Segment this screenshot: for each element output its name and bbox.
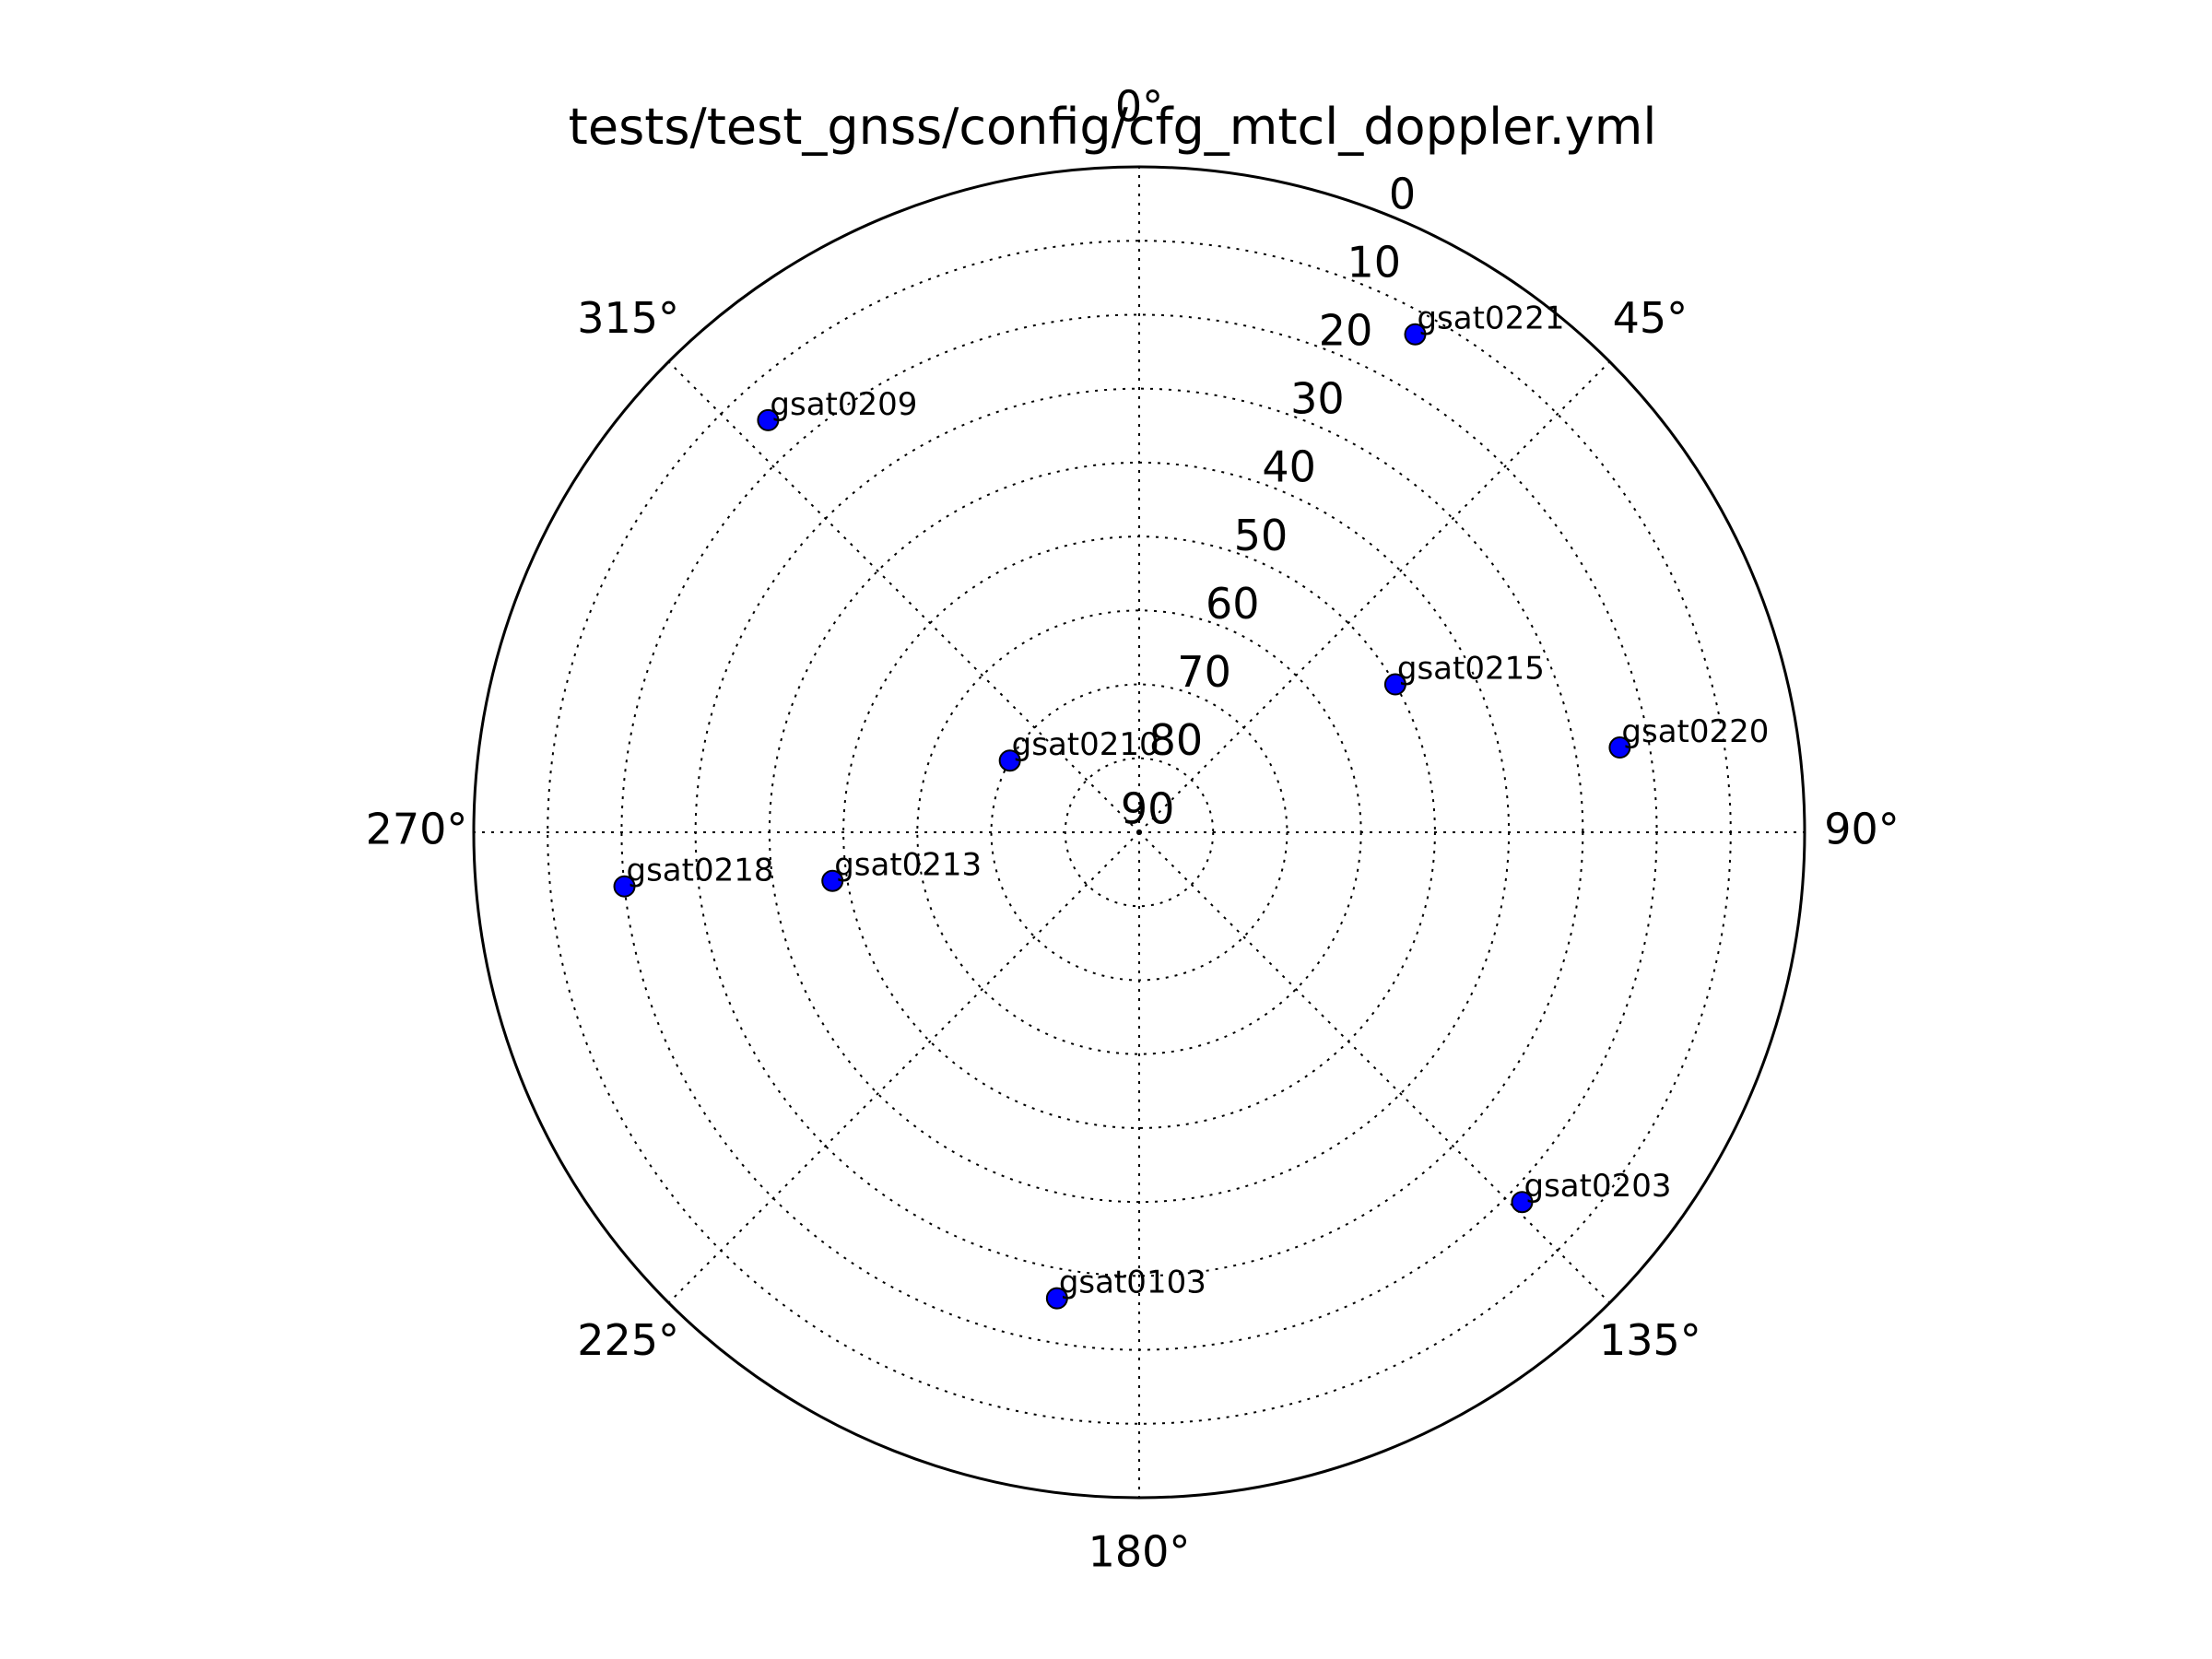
angle-tick-label-225: 225° (577, 1315, 679, 1365)
angle-tick-label-45: 45° (1613, 293, 1688, 343)
grid-spoke-45 (1138, 360, 1611, 833)
point-label-gsat0209: gsat0209 (770, 386, 917, 423)
angle-labels: 0° 45° 90° 135° 180° 225° 270° 315° (366, 82, 1900, 1577)
point-label-gsat0218: gsat0218 (627, 853, 774, 889)
radial-tick-label-30: 30 (1290, 374, 1345, 424)
radial-tick-label-60: 60 (1206, 579, 1260, 629)
grid-spoke-225 (667, 831, 1140, 1304)
angle-tick-label-270: 270° (366, 805, 468, 854)
point-label-gsat0221: gsat0221 (1417, 300, 1564, 337)
point-gsat0220 (1608, 736, 1631, 759)
point-label-gsat0213: gsat0213 (834, 847, 982, 884)
point-label-gsat0203: gsat0203 (1524, 1168, 1671, 1205)
point-gsat0209 (757, 408, 780, 431)
point-gsat0203 (1511, 1191, 1534, 1214)
points-layer: gsat0221 gsat0209 gsat0215 gsat0220 gsat0210… (613, 300, 1769, 1310)
point-gsat0213 (821, 869, 844, 892)
radial-tick-label-70: 70 (1177, 647, 1231, 697)
angle-tick-label-315: 315° (577, 293, 679, 343)
angle-tick-label-180: 180° (1088, 1527, 1191, 1577)
radial-tick-label-90: 90 (1121, 783, 1175, 833)
point-label-gsat0215: gsat0215 (1397, 651, 1545, 688)
center-dot (1136, 830, 1142, 835)
grid-layer (474, 167, 1805, 1498)
grid-spoke-315 (667, 360, 1140, 833)
chart-title: tests/test_gnss/config/cfg_mtcl_doppler.… (569, 98, 1657, 156)
radial-tick-label-10: 10 (1347, 237, 1402, 287)
radial-tick-label-0: 0 (1389, 169, 1416, 218)
point-label-gsat0210: gsat0210 (1012, 726, 1159, 763)
point-label-gsat0103: gsat0103 (1059, 1265, 1206, 1301)
point-gsat0221 (1404, 323, 1427, 346)
angle-tick-label-135: 135° (1599, 1315, 1701, 1365)
radial-tick-label-80: 80 (1149, 715, 1204, 765)
radial-tick-label-50: 50 (1234, 511, 1288, 560)
grid-spoke-135 (1138, 831, 1611, 1304)
angle-tick-label-0: 0° (1115, 82, 1163, 132)
point-label-gsat0220: gsat0220 (1621, 713, 1769, 750)
angle-tick-label-90: 90° (1824, 805, 1900, 854)
point-gsat0103 (1045, 1287, 1068, 1310)
point-gsat0210 (998, 749, 1021, 772)
polar-frame (472, 165, 1806, 1500)
point-gsat0218 (613, 875, 636, 898)
radial-tick-label-40: 40 (1262, 442, 1316, 492)
point-gsat0215 (1383, 673, 1406, 696)
radial-labels: 0 10 20 30 40 50 60 70 80 90 (1121, 169, 1416, 833)
radial-tick-label-20: 20 (1319, 306, 1373, 356)
